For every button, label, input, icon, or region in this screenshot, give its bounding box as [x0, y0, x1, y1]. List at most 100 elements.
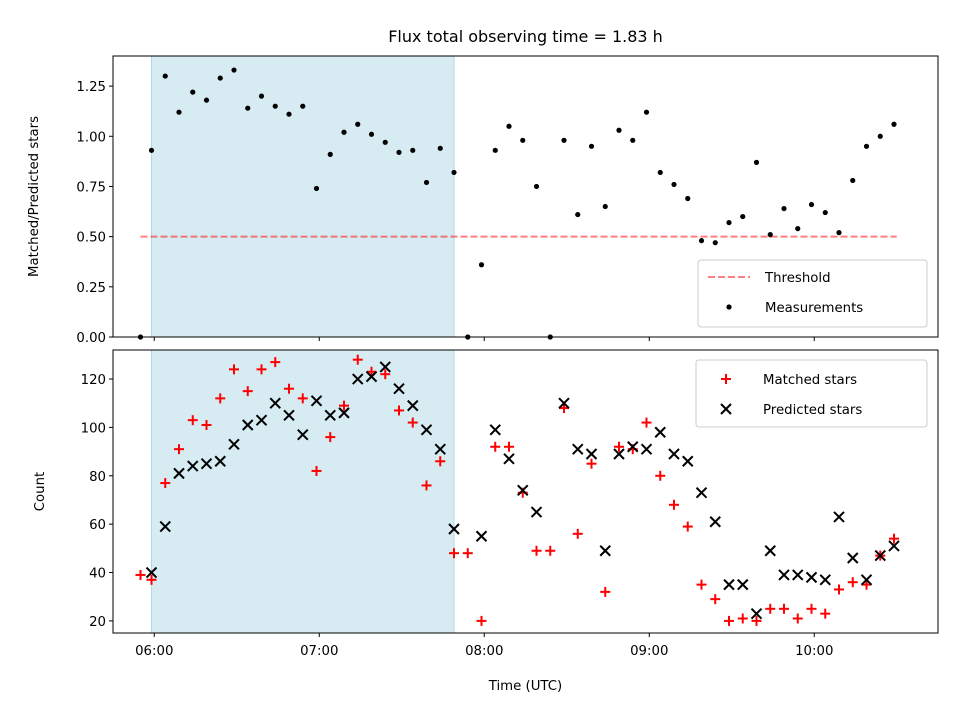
- predicted-stars-point: [709, 516, 721, 528]
- ratio-x-axis-ticks: [153, 337, 815, 341]
- x-marker-b: [860, 574, 873, 586]
- predicted-stars-point: [792, 569, 804, 581]
- predicted-stars-point: [200, 457, 213, 470]
- x-marker-b: [475, 530, 488, 542]
- matched-stars-point: [614, 441, 624, 452]
- predicted-stars-point: [682, 455, 694, 467]
- x-marker-b: [833, 511, 845, 523]
- x-marker-b: [558, 397, 570, 409]
- x-marker-b: [310, 395, 323, 407]
- predicted-stars-point: [365, 370, 378, 383]
- measurement-point: [561, 137, 567, 143]
- predicted-stars-point: [407, 399, 419, 412]
- matched-stars-point: [737, 613, 748, 624]
- observing-window-span: [151, 56, 454, 337]
- y-tick-label: 120: [81, 373, 106, 388]
- matched-stars-point: [256, 364, 267, 375]
- x-marker-b: [613, 448, 625, 460]
- predicted-stars-point: [723, 578, 735, 591]
- x-marker-b: [764, 545, 776, 557]
- x-marker-b: [874, 549, 886, 562]
- measurement-point: [685, 195, 691, 202]
- x-tick-label: 09:00: [630, 644, 668, 659]
- legend-measurements-label: Measurements: [765, 301, 863, 316]
- y-tick-label: 1.25: [76, 80, 106, 95]
- y-tick-label: 80: [89, 470, 106, 485]
- predicted-stars-point: [737, 578, 749, 591]
- x-tick-label: 07:00: [300, 644, 338, 659]
- measurement-point: [808, 201, 815, 208]
- legend-matched-swatch: [721, 374, 731, 384]
- count-plot-marks: [135, 354, 900, 626]
- x-marker-b: [159, 520, 171, 533]
- measurement-point: [891, 121, 897, 127]
- measurement-point: [410, 147, 416, 153]
- predicted-stars-point: [420, 424, 433, 436]
- x-marker-b: [448, 523, 460, 535]
- matched-stars-point: [476, 615, 487, 626]
- x-marker-b: [255, 414, 268, 426]
- matched-stars-point: [435, 456, 446, 467]
- predicted-stars-point: [489, 424, 501, 436]
- predicted-stars-point: [145, 566, 158, 579]
- matched-stars-point: [696, 579, 707, 590]
- x-marker-b: [187, 460, 199, 472]
- predicted-stars-point: [517, 484, 529, 496]
- x-axis-label: Time (UTC): [488, 679, 563, 694]
- ratio-y-axis-label: Matched/Predicted stars: [27, 116, 42, 277]
- predicted-stars-point: [255, 414, 268, 426]
- y-tick-label: 0.00: [76, 331, 106, 346]
- predicted-stars-point: [503, 453, 515, 465]
- measurement-point: [272, 103, 278, 109]
- measurement-point: [313, 185, 320, 192]
- matched-stars-point: [531, 545, 542, 556]
- matched-stars-point: [297, 393, 308, 404]
- ratio-y-axis-ticks: 0.00 0.25 0.50 0.75 1.00 1.25: [76, 80, 113, 346]
- measurement-point: [423, 179, 430, 186]
- matched-stars-point: [820, 608, 831, 619]
- matched-stars-point: [490, 441, 501, 452]
- matched-stars-point: [160, 478, 171, 489]
- predicted-stars-point: [242, 419, 254, 431]
- predicted-stars-point: [847, 552, 859, 564]
- measurement-point: [533, 183, 540, 190]
- measurement-point: [396, 149, 402, 155]
- matched-stars-point: [394, 405, 404, 416]
- predicted-stars-point: [448, 523, 460, 535]
- predicted-stars-point: [668, 448, 680, 460]
- x-marker-b: [805, 571, 818, 584]
- measurement-point: [258, 93, 265, 99]
- measurement-point: [162, 73, 168, 79]
- predicted-stars-point: [310, 395, 323, 407]
- predicted-stars-point: [434, 443, 446, 455]
- predicted-stars-point: [860, 574, 873, 586]
- predicted-stars-point: [352, 373, 364, 385]
- predicted-stars-point: [888, 540, 900, 552]
- x-marker-b: [365, 370, 378, 383]
- measurement-point: [437, 145, 443, 151]
- matched-stars-point: [559, 403, 569, 414]
- matched-stars-point: [834, 584, 844, 595]
- predicted-stars-point: [833, 511, 845, 523]
- matched-stars-point: [352, 354, 363, 365]
- predicted-stars-point: [819, 574, 831, 586]
- measurement-point: [863, 143, 870, 149]
- x-marker-b: [324, 409, 336, 422]
- measurement-point: [190, 89, 196, 95]
- predicted-stars-point: [695, 487, 708, 499]
- measurement-point: [643, 109, 650, 115]
- predicted-stars-point: [764, 545, 776, 557]
- x-marker-b: [228, 438, 240, 451]
- matched-stars-point: [792, 613, 803, 624]
- matched-stars-point: [284, 383, 294, 394]
- measurement-point: [300, 103, 306, 109]
- x-marker-b: [709, 516, 721, 528]
- ratio-panel: 0.00 0.25 0.50 0.75 1.00 1.25 Flux total obse…: [27, 27, 939, 346]
- measurement-point: [671, 181, 677, 188]
- count-x-axis-ticks: 06:00 07:00 08:00 09:00 10:00: [135, 633, 833, 659]
- measurement-point: [217, 75, 223, 81]
- matched-stars-point: [174, 444, 184, 455]
- y-tick-label: 100: [81, 421, 106, 436]
- legend-threshold-label: Threshold: [764, 271, 831, 286]
- matched-stars-point: [146, 574, 157, 585]
